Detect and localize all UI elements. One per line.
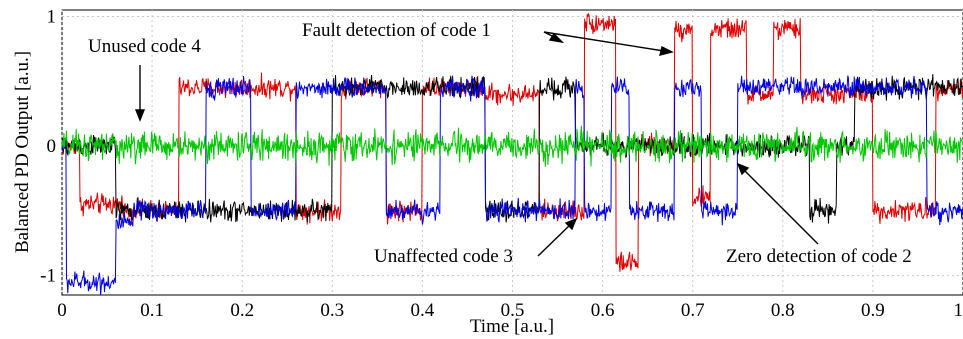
y-tick-label: -1 [40, 266, 56, 287]
arrow-fault-2 [543, 31, 665, 52]
x-tick-label: 0.2 [230, 300, 254, 321]
arrow-zero [743, 169, 819, 245]
x-tick-label: 0.7 [681, 300, 705, 321]
x-tick-label: 0.5 [501, 300, 525, 321]
series-line-code2 [61, 74, 963, 224]
y-tick-label: 0 [47, 136, 57, 157]
arrow-fault-1-head [548, 32, 565, 44]
y-tick-labels: -1 0 1 [40, 6, 56, 286]
arrow-fault-2-head [659, 45, 675, 56]
annotation-zero-detection: Zero detection of code 2 [726, 246, 912, 267]
x-tick-label: 0.3 [320, 300, 344, 321]
x-tick-label: 0.9 [861, 300, 885, 321]
x-tick-label: 0.6 [591, 300, 615, 321]
arrow-unaffected [537, 223, 572, 257]
x-tick-label: 1 [954, 300, 963, 321]
y-tick-label: 1 [47, 6, 57, 27]
arrow-unaffected-head [564, 217, 578, 231]
arrow-unused-head [134, 109, 146, 122]
series-line-code3 [61, 75, 963, 296]
x-tick-label: 0.4 [411, 300, 435, 321]
annotation-unused-code: Unused code 4 [88, 36, 201, 57]
x-tick-label: 0 [57, 300, 67, 321]
series-layer [61, 13, 963, 296]
x-axis-label: Time [a.u.] [470, 316, 554, 337]
annotation-unaffected-code: Unaffected code 3 [374, 246, 513, 267]
x-tick-labels: 0 0.1 0.2 0.3 0.4 0.5 0.6 0.7 0.8 0.9 1 [57, 300, 963, 321]
x-tick-label: 0.8 [771, 300, 795, 321]
arrow-zero-head [736, 162, 750, 176]
annotations: Fault detection of code 1 Unused code 4 … [88, 20, 912, 267]
series-line-code4 [61, 125, 963, 167]
x-tick-label: 0.1 [140, 300, 164, 321]
y-axis-label: Balanced PD Output [a.u.] [12, 51, 33, 253]
annotation-fault-detection: Fault detection of code 1 [302, 20, 491, 41]
annotation-arrows [134, 31, 819, 257]
